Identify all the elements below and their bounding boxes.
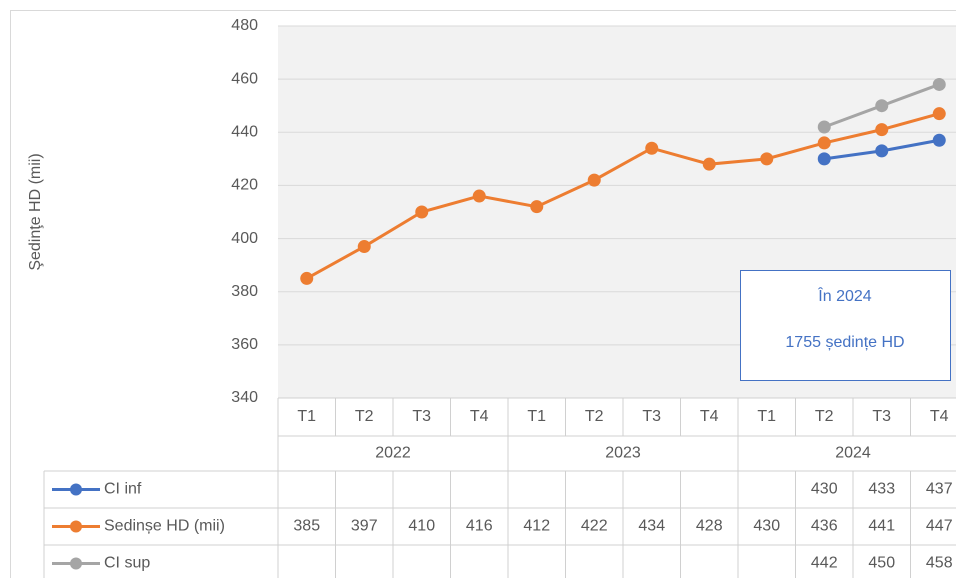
table-value: 441 <box>868 518 895 535</box>
y-tick-label: 420 <box>231 177 258 194</box>
data-point <box>415 205 429 219</box>
x-tick-label: T1 <box>297 408 316 425</box>
table-value: 430 <box>753 518 780 535</box>
table-value: 428 <box>696 518 723 535</box>
annotation-box <box>740 270 951 381</box>
table-value: 436 <box>811 518 838 535</box>
annotation-text: 1755 ședințe HD <box>785 334 904 351</box>
data-point <box>300 271 314 285</box>
legend-marker <box>70 557 82 570</box>
table-value: 410 <box>408 518 435 535</box>
table-value: 433 <box>868 481 895 498</box>
x-tick-label: T2 <box>585 408 604 425</box>
data-point <box>932 133 946 147</box>
table-value: 385 <box>293 518 320 535</box>
table-value: 422 <box>581 518 608 535</box>
table-value: 450 <box>868 555 895 572</box>
data-point <box>357 240 371 254</box>
y-tick-label: 440 <box>231 124 258 141</box>
legend-label: CI sup <box>104 555 150 572</box>
legend-label: CI inf <box>104 481 142 498</box>
data-point <box>875 144 889 158</box>
legend-marker <box>70 483 82 496</box>
data-point <box>472 189 486 203</box>
table-value: 458 <box>926 555 953 572</box>
x-tick-label: T1 <box>757 408 776 425</box>
y-tick-label: 400 <box>231 230 258 247</box>
data-point <box>817 136 831 150</box>
table-value: 397 <box>351 518 378 535</box>
x-tick-label: T3 <box>872 408 891 425</box>
y-tick-label: 460 <box>231 70 258 87</box>
x-tick-label: T4 <box>470 408 489 425</box>
x-tick-label: T4 <box>930 408 949 425</box>
table-value: 430 <box>811 481 838 498</box>
y-tick-label: 380 <box>231 283 258 300</box>
x-tick-label: T2 <box>815 408 834 425</box>
data-point <box>932 107 946 121</box>
table-value: 412 <box>523 518 550 535</box>
x-group-label: 2024 <box>835 445 871 462</box>
table-value: 437 <box>926 481 953 498</box>
data-point <box>932 77 946 91</box>
series-line <box>306 112 940 280</box>
y-tick-label: 480 <box>231 17 258 34</box>
x-group-label: 2022 <box>375 445 411 462</box>
x-tick-label: T3 <box>642 408 661 425</box>
table-value: 416 <box>466 518 493 535</box>
table-value: 442 <box>811 555 838 572</box>
data-point <box>817 120 831 134</box>
x-tick-label: T2 <box>355 408 374 425</box>
data-point <box>530 200 544 214</box>
x-group-label: 2023 <box>605 445 641 462</box>
legend-marker <box>70 520 82 533</box>
table-value: 434 <box>638 518 665 535</box>
data-point <box>817 152 831 166</box>
x-tick-label: T3 <box>412 408 431 425</box>
x-tick-label: T4 <box>700 408 719 425</box>
y-tick-label: 360 <box>231 336 258 353</box>
data-point <box>645 141 659 155</box>
annotation-text: În 2024 <box>817 286 871 305</box>
data-point <box>875 123 889 137</box>
data-point <box>760 152 774 166</box>
data-point <box>702 157 716 171</box>
data-point <box>875 99 889 113</box>
y-axis-label: Şedinţe HD (mii) <box>27 153 44 270</box>
data-point <box>587 173 601 187</box>
y-tick-label: 340 <box>231 389 258 406</box>
table-value: 447 <box>926 518 953 535</box>
legend-label: Sedinșe HD (mii) <box>104 518 225 535</box>
x-tick-label: T1 <box>527 408 546 425</box>
